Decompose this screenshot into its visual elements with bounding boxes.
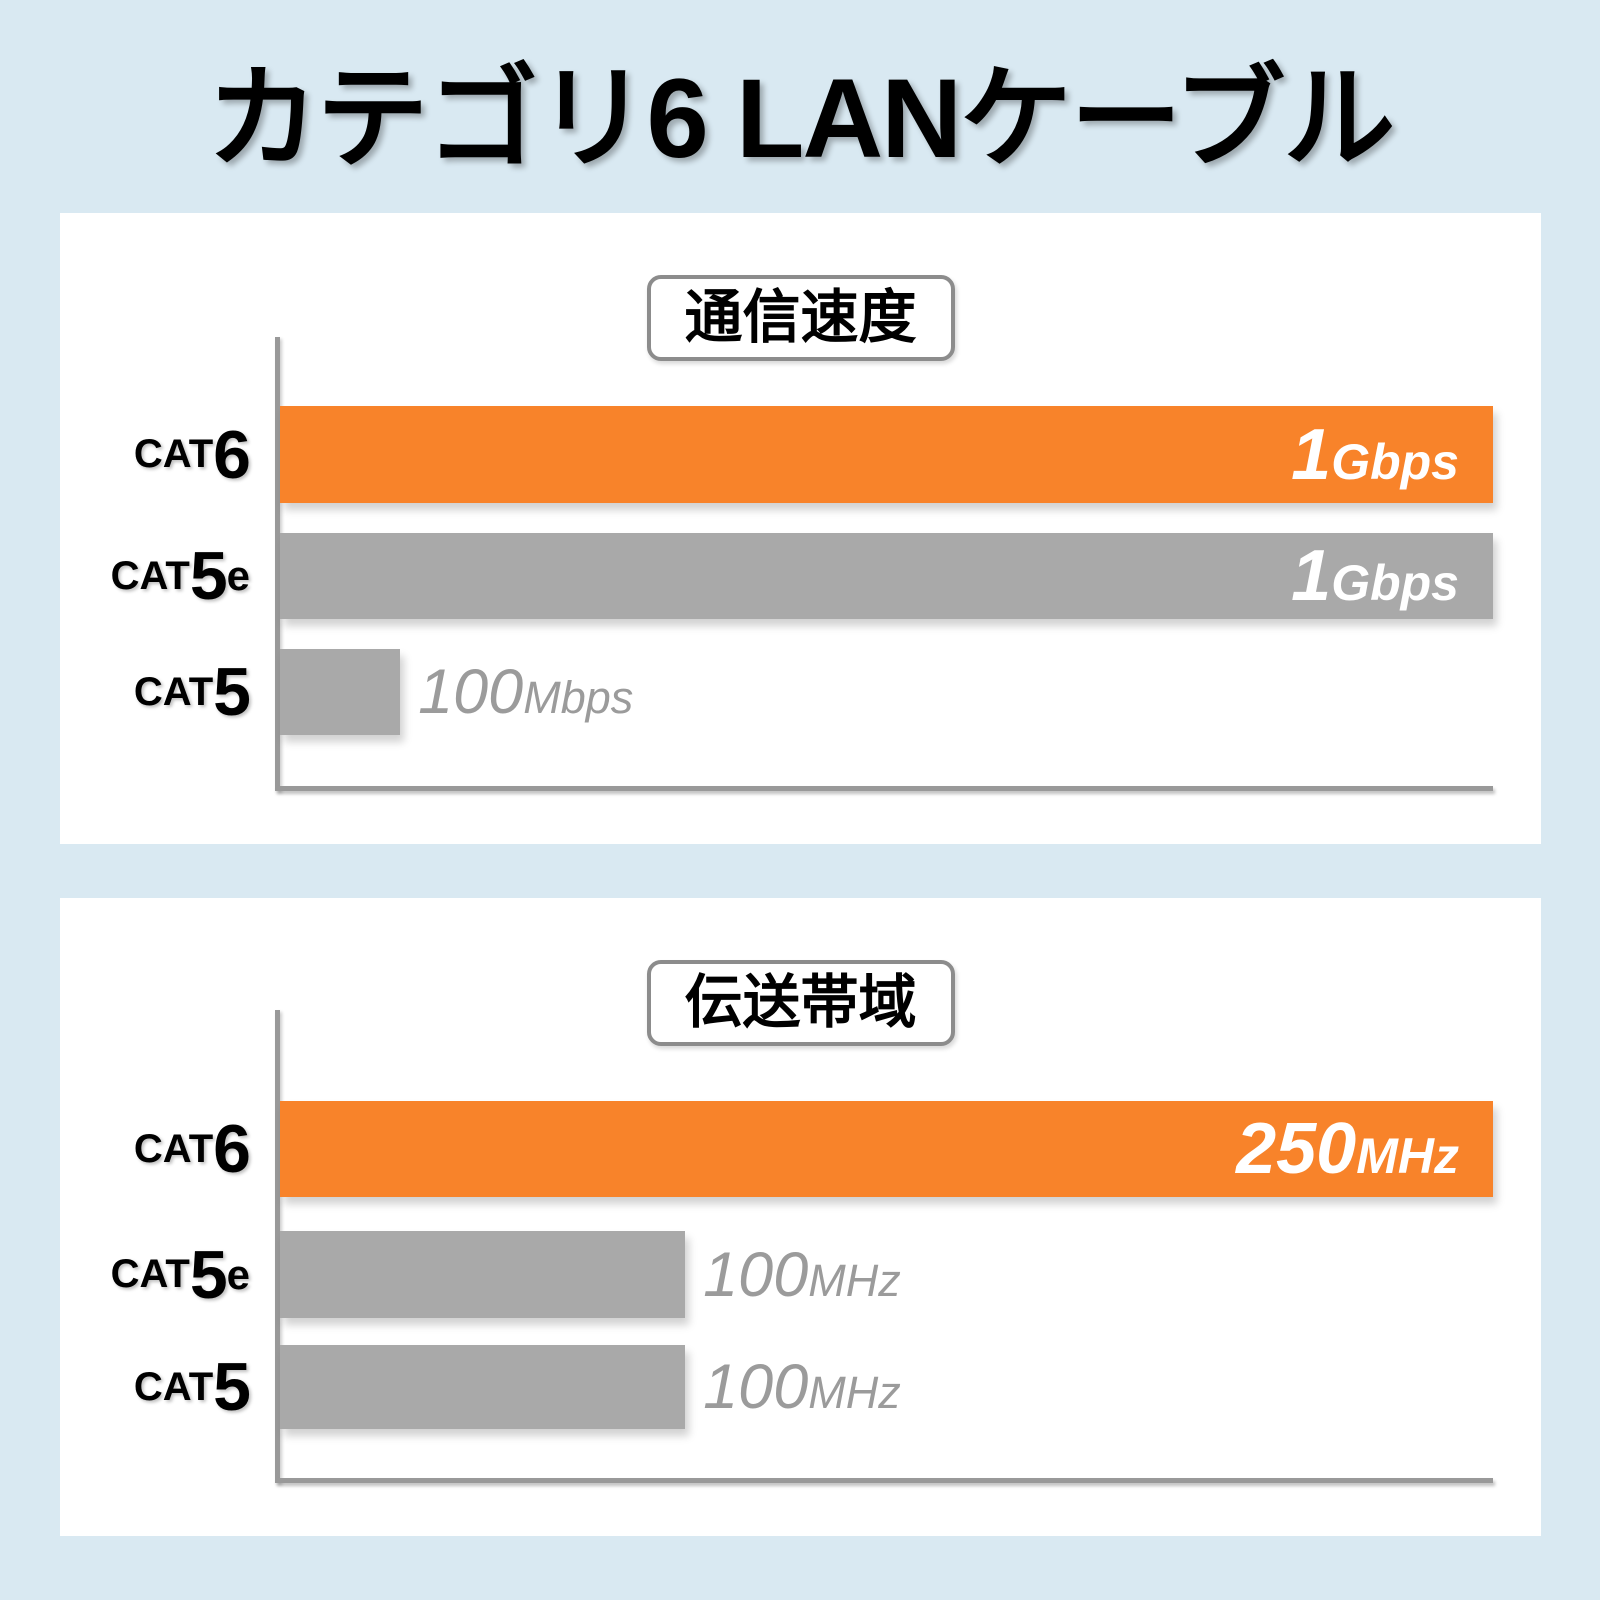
category-label-suffix: e — [226, 552, 250, 599]
bar-row-cat5e-speed: CAT 5 e 1Gbps — [60, 533, 1541, 619]
category-label-number: 5 — [189, 538, 228, 614]
bar-row-cat5-bandwidth: CAT 5 100MHz — [60, 1345, 1541, 1429]
category-label-number: 5 — [213, 654, 251, 730]
chart-panel-speed: 通信速度 CAT 6 1Gbps CAT 5 e 1Gbps CAT 5 100Mbps — [60, 213, 1541, 844]
bar-cat5e-speed: 1Gbps — [280, 533, 1493, 619]
bar-value-cat6-bandwidth: 250MHz — [1236, 1108, 1459, 1190]
bar-track: 1Gbps — [280, 406, 1493, 503]
bar-row-cat6-speed: CAT 6 1Gbps — [60, 406, 1541, 503]
category-label-prefix: CAT — [133, 669, 214, 714]
bar-track: 100MHz — [280, 1345, 1493, 1429]
bar-cat5-speed: 100Mbps — [280, 649, 633, 735]
category-label-cat6: CAT 6 — [80, 1101, 251, 1197]
bar-value-number: 100 — [703, 1239, 809, 1310]
category-label-prefix: CAT — [110, 553, 190, 598]
chart-title-speed: 通信速度 — [684, 285, 917, 350]
bar-value-unit: Gbps — [1331, 555, 1459, 611]
bar-value-number: 100 — [703, 1352, 809, 1422]
category-label-cat5e: CAT 5 e — [80, 533, 250, 619]
category-label-number: 6 — [213, 1111, 251, 1187]
bar-value-number: 1 — [1291, 414, 1332, 495]
bar-value-number: 250 — [1236, 1109, 1357, 1189]
bar-value-cat5-speed: 100Mbps — [418, 656, 633, 728]
category-label-prefix: CAT — [110, 1252, 190, 1296]
bar-cat6-bandwidth: 250MHz — [280, 1101, 1493, 1197]
chart-title-box-speed: 通信速度 — [646, 275, 955, 361]
category-label-cat5e: CAT 5 e — [80, 1231, 250, 1318]
category-label-number: 6 — [213, 416, 251, 493]
category-label-number: 5 — [189, 1236, 228, 1313]
bar-value-unit: MHz — [1356, 1128, 1459, 1184]
bar-value-number: 100 — [418, 657, 524, 727]
bar-value-number: 1 — [1291, 536, 1332, 616]
bar-value-cat5e-bandwidth: 100MHz — [703, 1239, 901, 1311]
bar-row-cat5e-bandwidth: CAT 5 e 100MHz — [60, 1231, 1541, 1318]
bar-track: 1Gbps — [280, 533, 1493, 619]
bar-value-unit: Mbps — [523, 672, 634, 723]
y-axis-line — [275, 337, 280, 791]
y-axis-line — [275, 1010, 280, 1483]
bar-value-unit: MHz — [808, 1254, 901, 1306]
chart-title-bandwidth: 伝送帯域 — [684, 970, 917, 1035]
bar-value-unit: Gbps — [1331, 433, 1459, 490]
bar-value-cat5e-speed: 1Gbps — [1291, 535, 1459, 617]
category-label-prefix: CAT — [133, 432, 214, 476]
bar-row-cat5-speed: CAT 5 100Mbps — [60, 649, 1541, 735]
page-title: カテゴリ6 LANケーブル — [206, 56, 1396, 181]
category-label-cat5: CAT 5 — [80, 1345, 251, 1429]
bar-track: 100Mbps — [280, 649, 1493, 735]
bar-value-cat5-bandwidth: 100MHz — [703, 1351, 901, 1423]
category-label-prefix: CAT — [133, 1364, 214, 1409]
x-axis-line — [275, 1478, 1493, 1483]
bar-cat5e-bandwidth: 100MHz — [280, 1231, 901, 1318]
category-label-prefix: CAT — [133, 1126, 214, 1171]
bar-cat5-bandwidth: 100MHz — [280, 1345, 901, 1429]
bar-track: 250MHz — [280, 1101, 1493, 1197]
bar-cat6-speed: 1Gbps — [280, 406, 1493, 503]
category-label-number: 5 — [213, 1349, 251, 1425]
category-label-cat5: CAT 5 — [80, 649, 251, 735]
bar-track: 100MHz — [280, 1231, 1493, 1318]
x-axis-line — [275, 786, 1493, 791]
chart-panel-bandwidth: 伝送帯域 CAT 6 250MHz CAT 5 e 100MHz CAT 5 100MH… — [60, 898, 1541, 1536]
bar-row-cat6-bandwidth: CAT 6 250MHz — [60, 1101, 1541, 1197]
bar-value-unit: MHz — [808, 1367, 901, 1418]
category-label-cat6: CAT 6 — [80, 406, 251, 503]
category-label-suffix: e — [226, 1250, 250, 1298]
bar-value-cat6-speed: 1Gbps — [1291, 414, 1459, 496]
chart-title-box-bandwidth: 伝送帯域 — [646, 960, 955, 1046]
